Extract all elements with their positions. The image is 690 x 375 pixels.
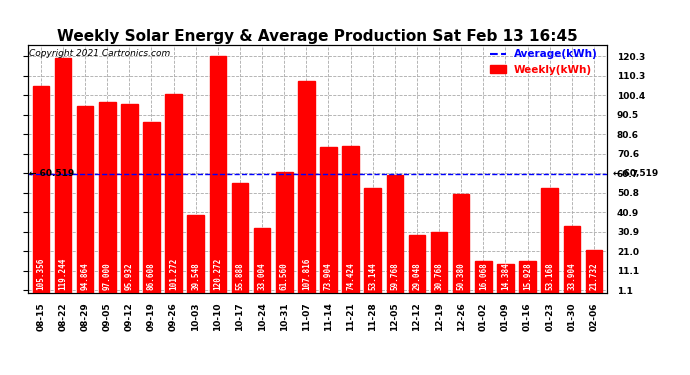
Bar xyxy=(520,261,536,292)
Text: ← 60.519: ← 60.519 xyxy=(29,169,74,178)
Text: 86.608: 86.608 xyxy=(147,262,156,290)
Bar xyxy=(77,106,93,292)
Text: 95.932: 95.932 xyxy=(125,262,134,290)
Text: 33.904: 33.904 xyxy=(567,262,576,290)
Text: ← 60,519: ← 60,519 xyxy=(613,169,658,178)
Bar xyxy=(586,250,602,292)
Bar xyxy=(232,183,248,292)
Text: 74.424: 74.424 xyxy=(346,262,355,290)
Text: 33.004: 33.004 xyxy=(257,262,266,290)
Text: 107.816: 107.816 xyxy=(302,257,310,290)
Bar xyxy=(99,102,115,292)
Bar xyxy=(386,175,403,292)
Text: 119.244: 119.244 xyxy=(59,257,68,290)
Text: 120.272: 120.272 xyxy=(213,257,222,290)
Text: 39.548: 39.548 xyxy=(191,262,200,290)
Bar xyxy=(431,232,447,292)
Bar xyxy=(542,188,558,292)
Text: 105.356: 105.356 xyxy=(37,257,46,290)
Bar xyxy=(298,81,315,292)
Bar xyxy=(475,261,491,292)
Text: 14.384: 14.384 xyxy=(501,262,510,290)
Text: 97.000: 97.000 xyxy=(103,262,112,290)
Bar xyxy=(364,188,381,292)
Text: 59.768: 59.768 xyxy=(391,262,400,290)
Text: Copyright 2021 Cartronics.com: Copyright 2021 Cartronics.com xyxy=(29,49,170,58)
Bar xyxy=(320,147,337,292)
Bar xyxy=(55,58,71,292)
Bar xyxy=(32,86,49,292)
Text: 30.768: 30.768 xyxy=(435,262,444,290)
Bar xyxy=(453,194,469,292)
Bar xyxy=(210,56,226,292)
Bar xyxy=(497,264,514,292)
Text: 94.864: 94.864 xyxy=(81,262,90,290)
Text: 73.904: 73.904 xyxy=(324,262,333,290)
Text: 101.272: 101.272 xyxy=(169,257,178,290)
Bar xyxy=(144,122,160,292)
Bar xyxy=(166,94,182,292)
Text: 15.928: 15.928 xyxy=(523,262,532,290)
Text: 29.048: 29.048 xyxy=(413,262,422,290)
Bar xyxy=(254,228,270,292)
Text: 61.560: 61.560 xyxy=(279,262,288,290)
Bar xyxy=(188,215,204,292)
Bar xyxy=(408,236,425,292)
Text: 55.888: 55.888 xyxy=(235,262,244,290)
Bar xyxy=(342,146,359,292)
Bar xyxy=(564,226,580,292)
Bar xyxy=(121,104,138,292)
Bar xyxy=(276,172,293,292)
Title: Weekly Solar Energy & Average Production Sat Feb 13 16:45: Weekly Solar Energy & Average Production… xyxy=(57,29,578,44)
Text: 21.732: 21.732 xyxy=(589,262,598,290)
Text: 50.380: 50.380 xyxy=(457,262,466,290)
Text: 53.144: 53.144 xyxy=(368,262,377,290)
Text: 16.068: 16.068 xyxy=(479,262,488,290)
Text: 53.168: 53.168 xyxy=(545,262,554,290)
Legend: Average(kWh), Weekly(kWh): Average(kWh), Weekly(kWh) xyxy=(486,45,602,79)
